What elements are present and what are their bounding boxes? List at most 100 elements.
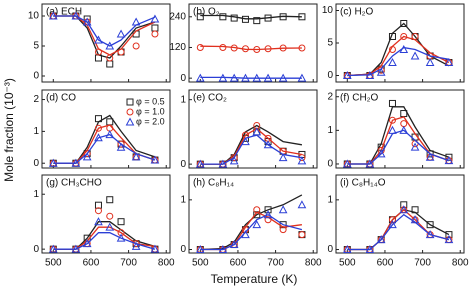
data-point — [264, 14, 272, 22]
x-tick-label: 800 — [305, 258, 322, 269]
data-point — [94, 35, 103, 44]
data-point — [252, 73, 262, 82]
data-point — [71, 158, 81, 167]
data-point — [425, 57, 435, 66]
data-point — [195, 244, 205, 253]
data-point — [298, 44, 306, 52]
panel-title: (d) CO — [46, 93, 76, 104]
y-tick-label: 1 — [33, 126, 39, 137]
data-point — [279, 226, 287, 234]
data-point — [400, 33, 408, 40]
panel-frame — [41, 174, 171, 254]
data-point — [94, 124, 102, 132]
data-point — [297, 156, 307, 165]
data-point — [94, 133, 103, 142]
plot-area — [342, 20, 454, 79]
data-point — [229, 156, 239, 165]
x-tick-label: 600 — [83, 258, 100, 269]
model-line — [347, 208, 450, 251]
model-line — [53, 124, 156, 164]
data-point — [342, 159, 352, 168]
data-point — [150, 14, 160, 23]
data-point — [196, 43, 204, 51]
data-point — [298, 231, 306, 239]
y-tick-label: 5 — [327, 38, 333, 49]
x-axis-label: Temperature (K) — [211, 272, 298, 286]
model-line — [347, 209, 450, 251]
data-point — [230, 14, 238, 22]
data-point — [388, 220, 397, 229]
data-point — [241, 73, 250, 82]
data-point — [106, 212, 114, 220]
data-point — [105, 130, 115, 139]
y-tick-label: 0 — [327, 159, 333, 170]
data-point — [388, 57, 397, 66]
model-line — [53, 226, 155, 250]
y-tick-label: 0 — [327, 70, 333, 81]
data-point — [94, 207, 102, 215]
plot-area — [342, 99, 454, 168]
y-tick-label: 120 — [169, 42, 186, 53]
data-point — [117, 218, 125, 226]
x-tick-label: 800 — [452, 258, 469, 269]
data-point — [411, 33, 419, 40]
model-line — [347, 129, 450, 165]
data-point — [444, 235, 454, 244]
data-point — [400, 120, 408, 128]
legend-marker — [125, 117, 135, 126]
data-point — [219, 43, 227, 51]
data-point — [444, 57, 454, 66]
panel-title: (a) ECH — [46, 7, 82, 18]
y-tick-label: 0 — [180, 159, 186, 170]
data-point — [399, 44, 409, 53]
model-line — [53, 15, 156, 47]
panel-title: (g) CH₃CHO — [46, 178, 102, 189]
y-tick-label: 1 — [180, 94, 186, 105]
model-line — [200, 76, 302, 79]
legend-label: φ = 1.0 — [136, 106, 165, 116]
x-tick-label: 700 — [267, 258, 284, 269]
data-point — [388, 216, 396, 224]
model-line — [347, 22, 450, 77]
data-point — [410, 215, 420, 224]
model-line — [200, 211, 302, 251]
data-point — [106, 196, 114, 204]
data-point — [117, 140, 125, 148]
data-point — [241, 137, 250, 146]
model-line — [347, 116, 450, 165]
data-point — [426, 150, 434, 158]
panel-frame — [335, 3, 465, 83]
plot-area — [195, 13, 307, 82]
data-point — [297, 73, 307, 82]
data-point — [297, 200, 307, 209]
data-point — [218, 159, 228, 168]
y-tick-label: 240 — [169, 11, 186, 22]
data-point — [411, 206, 419, 214]
data-point — [264, 206, 272, 214]
y-tick-label: 0 — [33, 71, 39, 82]
legend-marker — [126, 98, 134, 106]
data-point — [94, 217, 103, 226]
model-line — [53, 232, 156, 250]
data-point — [230, 44, 238, 52]
panel-frame — [41, 3, 171, 83]
data-point — [425, 152, 435, 161]
data-point — [196, 13, 204, 21]
data-point — [365, 244, 375, 253]
x-tick-label: 500 — [192, 258, 209, 269]
model-line — [53, 133, 156, 164]
y-tick-label: 10 — [322, 5, 334, 16]
panel-frame — [335, 89, 465, 169]
y-tick-label: 0 — [180, 73, 186, 84]
x-tick-label: 600 — [230, 258, 247, 269]
data-point — [400, 201, 408, 209]
data-point — [71, 244, 81, 253]
y-tick-label: 0 — [33, 158, 39, 169]
data-point — [425, 230, 435, 239]
data-point — [150, 244, 160, 253]
plot-area — [48, 196, 160, 253]
data-point — [116, 29, 126, 38]
model-line — [200, 45, 302, 51]
model-line — [347, 46, 450, 77]
data-point — [105, 222, 115, 231]
